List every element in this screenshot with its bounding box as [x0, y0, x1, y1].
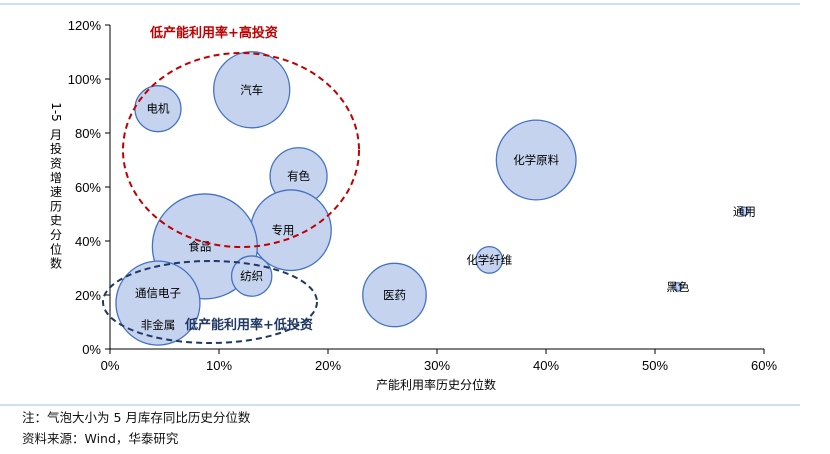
bubble-label: 化学原料	[513, 153, 559, 167]
y-axis-title-char: 增	[50, 171, 62, 185]
bubble-label: 汽车	[240, 83, 263, 97]
bubble-5	[230, 255, 273, 297]
bubble-label: 化学纤维	[466, 253, 512, 267]
bubble-label: 通用	[733, 204, 756, 218]
annotation-low-investment: 低产能利用率+低投资	[184, 317, 313, 333]
y-axis-title-char: 史	[50, 214, 62, 228]
x-tick-label: 50%	[642, 358, 668, 373]
y-axis-title-char: 月	[50, 128, 62, 142]
footnote: 注：气泡大小为 5 月库存同比历史分位数	[22, 410, 251, 425]
y-axis-title-char: 速	[50, 185, 62, 199]
bubble-label: 通信电子	[135, 286, 181, 300]
axes: 0% 20% 40% 60% 80% 100% 120% 0% 10% 20% 30% 40% 50% 6…	[68, 18, 778, 373]
annotation-high-investment: 低产能利用率+高投资	[149, 25, 278, 41]
x-tick-label: 0%	[101, 358, 120, 373]
y-axis-title-char: 数	[50, 256, 62, 271]
y-axis-title-char: 资	[50, 156, 62, 170]
y-tick-label: 60%	[75, 180, 101, 195]
bubble-10	[475, 245, 504, 274]
bubble-label: 非金属	[141, 318, 176, 332]
bubble-label: 电机	[146, 102, 169, 116]
y-tick-label: 80%	[75, 126, 101, 141]
bubble-label: 专用	[271, 223, 294, 237]
y-tick-label: 40%	[75, 234, 101, 249]
bubble-label: 纺织	[240, 269, 263, 283]
y-tick-label: 20%	[75, 288, 101, 303]
bubble-12	[673, 282, 683, 292]
y-tick-label: 0%	[82, 342, 101, 357]
bubble-label: 医药	[383, 288, 406, 302]
y-tick-label: 120%	[68, 18, 102, 33]
y-axis-title-char: 历	[50, 199, 62, 213]
bubble-6	[115, 260, 201, 346]
y-axis-title-char: 分	[50, 228, 62, 242]
y-axis-title-char: 位	[50, 241, 62, 256]
bubble-9	[495, 119, 577, 201]
high-investment-ellipse	[122, 52, 360, 248]
bubble-11	[739, 206, 750, 217]
x-tick-label: 10%	[206, 358, 232, 373]
x-tick-label: 40%	[533, 358, 559, 373]
x-axis-title: 产能利用率历史分位数	[376, 377, 496, 392]
bubble-label: 有色	[287, 169, 310, 183]
source-note: 资料来源：Wind，华泰研究	[22, 431, 179, 446]
bubble-label: 黑色	[666, 280, 689, 294]
low-investment-ellipse	[102, 260, 318, 344]
y-tick-label: 100%	[68, 72, 102, 87]
y-axis-title-char: 投	[50, 141, 62, 156]
y-axis-title-char: 1-5	[49, 102, 63, 122]
x-tick-label: 30%	[424, 358, 450, 373]
x-tick-label: 60%	[751, 358, 777, 373]
bubble-1	[213, 51, 291, 129]
x-tick-label: 20%	[315, 358, 341, 373]
bubble-8	[362, 262, 427, 328]
